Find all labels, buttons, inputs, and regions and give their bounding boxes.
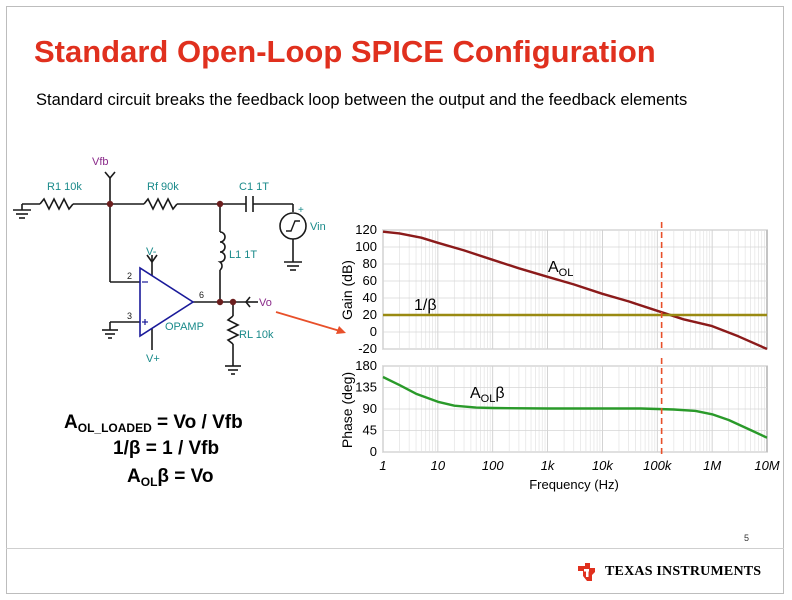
eq3-rest: β = Vo [157,466,214,487]
ti-company-name: Texas Instruments [605,564,762,579]
rf-label: Rf 90k [147,181,179,193]
ti-logo-icon [578,563,595,581]
y-tick-label: 80 [363,256,377,271]
equation-aol-loaded: AOL_LOADED = Vo / Vfb [64,412,243,435]
y-tick-label: 180 [355,358,377,373]
aolb-tail: β [495,385,504,402]
aolb-sub: OL [481,393,496,405]
series-line [382,375,768,439]
y-tick-label: 20 [363,307,377,322]
pin6-label: 6 [199,290,204,300]
y-tick-label: 135 [355,380,377,395]
y-tick-label: 90 [363,401,377,416]
eq1-rest: = Vo / Vfb [151,412,243,433]
page-number: 5 [744,533,750,543]
equation-beta: 1/β = 1 / Vfb [113,438,220,459]
c1-label: C1 1T [239,181,269,193]
ti-logo: Texas Instruments [575,560,761,584]
aolb-main: A [470,385,481,402]
phase-plot: 180 135 90 45 01 10 100 1k 10k 100k 1M 10M [355,358,780,473]
y-tick-label: 40 [363,290,377,305]
aol-main: A [548,259,559,276]
x-tick-label: 10 [431,458,446,473]
plot-area [382,229,768,350]
y-tick-label: 120 [355,222,377,237]
x-axis-label: Frequency (Hz) [529,477,619,492]
beta-annotation: 1/β [414,297,437,314]
opamp-label: OPAMP [165,321,204,333]
x-tick-label: 1M [703,458,721,473]
pin3-label: 3 [127,311,132,321]
slide-title: Standard Open-Loop SPICE Configuration [34,34,656,69]
y-tick-label: 45 [363,423,377,438]
x-tick-label: 10k [592,458,614,473]
slide-subtitle: Standard circuit breaks the feedback loo… [36,91,688,109]
gain-ylabel: Gain (dB) [339,260,355,320]
vo-label: Vo [259,297,272,309]
y-tick-label: 0 [370,324,377,339]
equation-aol-beta: AOLβ = Vo [127,466,214,489]
series-line [382,230,768,351]
x-tick-label: 10M [754,458,779,473]
vfb-label: Vfb [92,156,109,168]
y-tick-label: -20 [358,341,377,356]
aolb-annotation: AOLβ [470,385,505,405]
vin-plus: + [298,205,304,216]
y-tick-label: 100 [355,239,377,254]
arrow-head-icon [336,326,346,334]
l1-label: L1 1T [229,249,257,261]
r1-label: R1 10k [47,181,82,193]
eq1-main: A [64,412,78,433]
eq3-main: A [127,466,141,487]
footer-divider [6,548,784,549]
vin-label: Vin [310,221,326,233]
y-tick-label: 60 [363,273,377,288]
eq1-sub: OL_LOADED [77,421,152,435]
gain-plot: 120 100 80 60 40 20 0 -20 [355,222,768,356]
pin2-label: 2 [127,271,132,281]
x-tick-label: 1 [379,458,386,473]
x-tick-label: 1k [541,458,556,473]
x-tick-label: 100 [482,458,504,473]
aol-annotation: AOL [548,259,573,279]
vminus-label: V- [146,246,157,258]
rl-label: RL 10k [239,329,274,341]
phase-ylabel: Phase (deg) [339,372,355,448]
aol-sub: OL [559,267,574,279]
slide-frame [6,6,784,594]
y-tick-label: 0 [370,444,377,459]
x-tick-label: 100k [643,458,673,473]
vplus-label: V+ [146,353,160,365]
eq3-sub: OL [140,475,158,489]
